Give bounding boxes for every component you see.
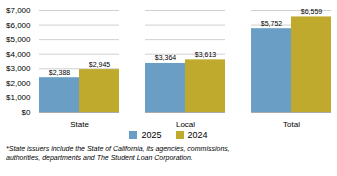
svg-text:Local: Local (176, 120, 195, 128)
svg-text:$2,945: $2,945 (89, 61, 111, 68)
svg-text:$3,613: $3,613 (195, 51, 217, 58)
svg-text:$2,388: $2,388 (49, 69, 71, 76)
svg-text:$0: $0 (22, 108, 31, 117)
svg-text:Total: Total (283, 120, 300, 128)
svg-text:State: State (70, 120, 89, 128)
html-text:2024: 2024 (187, 129, 208, 140)
html-text:*State issuers include the Sta: *State issuers include the State of Cali… (6, 145, 230, 152)
html-text:authorities, departments and T: authorities, departments and The Student… (6, 154, 193, 161)
svg-text:$4,000: $4,000 (6, 50, 31, 59)
svg-text:$3,364: $3,364 (155, 54, 177, 61)
svg-text:$5,752: $5,752 (261, 20, 283, 27)
html-text:2025: 2025 (141, 129, 162, 140)
svg-text:$5,000: $5,000 (6, 35, 31, 44)
svg-text:$6,000: $6,000 (6, 21, 31, 30)
svg-text:$6,559: $6,559 (301, 8, 323, 15)
svg-text:$2,000: $2,000 (6, 79, 31, 88)
svg-text:$3,000: $3,000 (6, 64, 31, 73)
svg-text:$7,000: $7,000 (6, 6, 31, 15)
svg-text:$1,000: $1,000 (6, 93, 31, 102)
